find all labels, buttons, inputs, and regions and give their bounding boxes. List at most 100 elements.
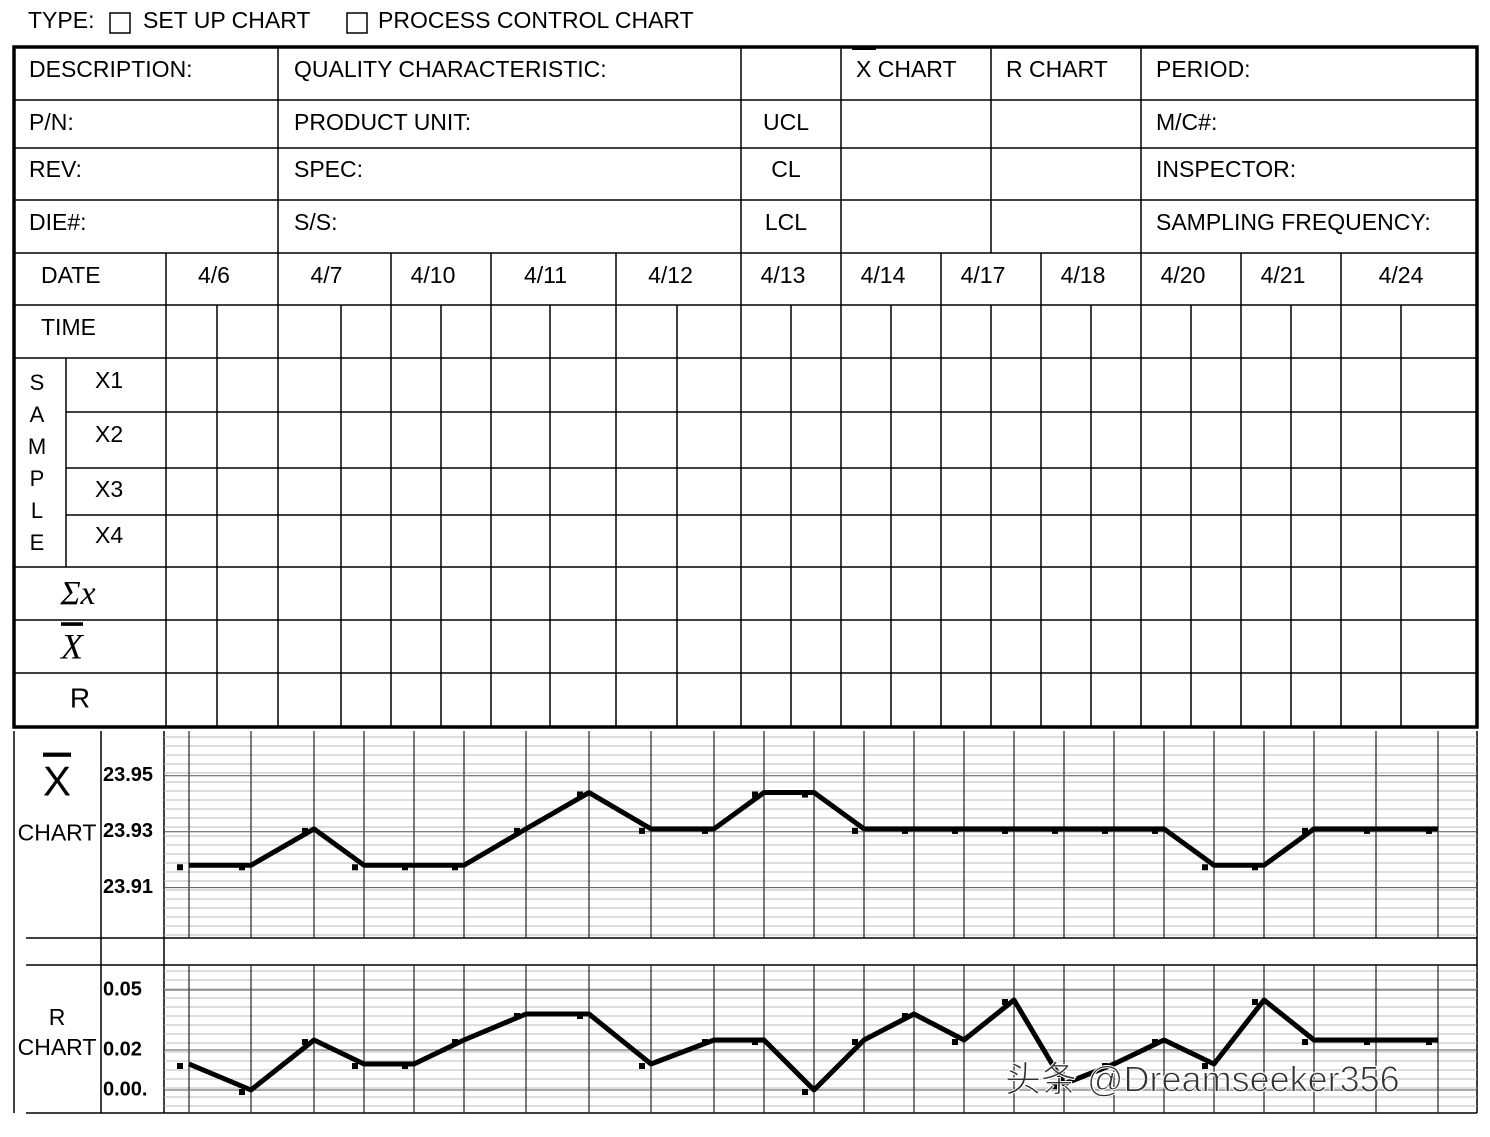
data-point [952, 827, 958, 834]
data-point [352, 1063, 358, 1069]
data-point [1102, 827, 1108, 834]
field-label: M/C#: [1156, 109, 1217, 135]
date: 4/13 [761, 262, 806, 288]
option-label: SET UP CHART [143, 7, 310, 33]
chart-label: X [43, 758, 71, 805]
data-point [402, 1063, 408, 1069]
field-label: QUALITY CHARACTERISTIC: [294, 56, 607, 82]
data-point [1052, 827, 1058, 834]
data-point [452, 1039, 458, 1045]
limit-label: UCL [763, 109, 809, 135]
field-label: PRODUCT UNIT: [294, 109, 471, 135]
data-point [1002, 827, 1008, 834]
data-point [802, 1089, 808, 1095]
date: 4/6 [198, 262, 230, 288]
chart-sublabel: CHART [18, 1034, 97, 1060]
mean-label: X [59, 626, 85, 666]
date: 4/18 [1061, 262, 1106, 288]
option-label: PROCESS CONTROL CHART [378, 7, 694, 33]
data-point [902, 1013, 908, 1019]
data-point [639, 827, 645, 834]
data-point [902, 827, 908, 834]
data-point [852, 827, 858, 834]
data-point [702, 1039, 708, 1045]
limit-label: CL [771, 156, 801, 182]
date: 4/24 [1379, 262, 1424, 288]
data-point [352, 864, 358, 871]
data-point [239, 864, 245, 871]
field-label: S/S: [294, 209, 337, 235]
checkbox[interactable] [109, 12, 131, 34]
watermark: 头条 @Dreamseeker356 [1005, 1059, 1400, 1100]
data-point [639, 1063, 645, 1069]
field-label: DIE#: [29, 209, 87, 235]
sample-row: X3 [95, 476, 123, 502]
data-point [1364, 1039, 1370, 1045]
data-point [177, 1063, 183, 1069]
sample-row: X4 [95, 522, 123, 548]
form-grid: DESCRIPTION: QUALITY CHARACTERISTIC: P/N: P… [12, 45, 1479, 729]
date: 4/17 [961, 262, 1006, 288]
date: 4/10 [411, 262, 456, 288]
y-tick-label: 23.95 [103, 764, 153, 786]
data-point [1202, 864, 1208, 871]
date: 4/7 [311, 262, 343, 288]
data-point [302, 1039, 308, 1045]
y-tick-label: 0.00. [103, 1078, 147, 1100]
sample-row: X2 [95, 421, 123, 447]
row-label: DATE [41, 262, 101, 288]
data-point [1302, 1039, 1308, 1045]
data-point [1052, 1083, 1058, 1089]
form-border [12, 45, 1479, 729]
data-point [1252, 864, 1258, 871]
data-point [1102, 1063, 1108, 1069]
checkbox[interactable] [346, 12, 368, 34]
data-point [302, 827, 308, 834]
field-label: SPEC: [294, 156, 363, 182]
data-point [1364, 827, 1370, 834]
data-point [802, 791, 808, 798]
data-point [1152, 1039, 1158, 1045]
type-label: TYPE: [28, 7, 94, 33]
data-point [452, 864, 458, 871]
data-point [402, 864, 408, 871]
field-label: REV: [29, 156, 82, 182]
field-label: PERIOD: [1156, 56, 1251, 82]
sample-row: X1 [95, 367, 123, 393]
data-point [702, 827, 708, 834]
data-point [1302, 827, 1308, 834]
chart-head: R CHART [1006, 56, 1108, 82]
range-label: R [70, 682, 90, 713]
chart-head: X CHART [856, 56, 957, 82]
date: 4/12 [648, 262, 693, 288]
field-label: DESCRIPTION: [29, 56, 193, 82]
chart-sublabel: CHART [18, 820, 97, 846]
date: 4/20 [1161, 262, 1206, 288]
data-point [177, 864, 183, 871]
field-label: INSPECTOR: [1156, 156, 1296, 182]
date: 4/14 [861, 262, 906, 288]
y-tick-label: 0.02 [103, 1038, 142, 1060]
data-point [514, 1013, 520, 1019]
field-label: P/N: [29, 109, 74, 135]
data-point [1202, 1063, 1208, 1069]
row-label: TIME [41, 314, 96, 340]
data-point [1426, 1039, 1432, 1045]
field-label: SAMPLING FREQUENCY: [1156, 209, 1431, 235]
charts: 23.91 23.93 23.95 X CHART 0.00. 0.02 0.05 R CHART [13, 731, 1478, 1114]
data-point [752, 1039, 758, 1045]
y-tick-label: 23.93 [103, 820, 153, 842]
sample-label: SAMPLE [25, 370, 50, 562]
data-point [514, 827, 520, 834]
data-point [577, 791, 583, 798]
date: 4/11 [524, 262, 567, 288]
date: 4/21 [1261, 262, 1306, 288]
y-tick-label: 0.05 [103, 978, 142, 1000]
y-tick-label: 23.91 [103, 876, 153, 898]
data-point [1426, 827, 1432, 834]
data-point [239, 1089, 245, 1095]
chart-label: R [49, 1004, 66, 1030]
data-point [752, 791, 758, 798]
sum-label: Σx [59, 575, 95, 612]
